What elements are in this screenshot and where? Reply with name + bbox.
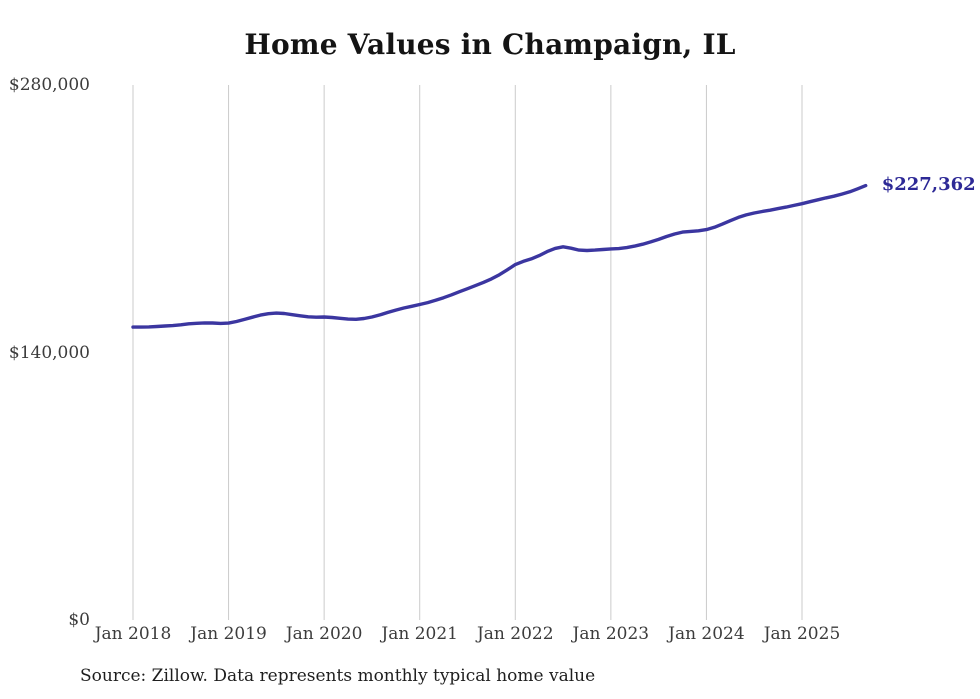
y-tick-label: $0 (68, 610, 90, 630)
home-value-line (131, 183, 868, 329)
x-tick-label: Jan 2024 (668, 624, 745, 644)
x-tick-label: Jan 2021 (381, 624, 458, 644)
x-tick-label: Jan 2022 (476, 624, 554, 644)
x-tick-label: Jan 2023 (572, 624, 650, 644)
x-tick-label: Jan 2025 (763, 624, 841, 644)
source-note: Source: Zillow. Data represents monthly … (80, 666, 596, 686)
chart-title: Home Values in Champaign, IL (244, 28, 736, 61)
last-value-label: $227,362 (881, 173, 976, 195)
y-tick-label: $140,000 (8, 342, 90, 363)
y-tick-label: $280,000 (8, 75, 90, 95)
x-tick-label: Jan 2018 (94, 624, 172, 644)
x-tick-label: Jan 2020 (285, 624, 363, 644)
x-tick-label: Jan 2019 (190, 624, 267, 644)
